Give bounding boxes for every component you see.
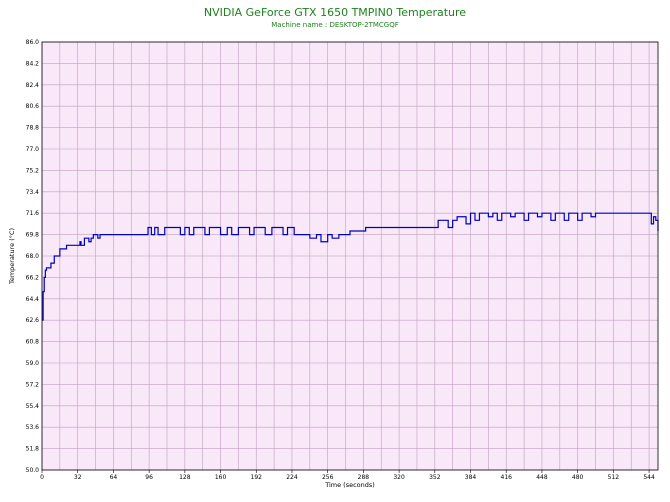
chart-subtitle: Machine name : DESKTOP-2TMCGQF xyxy=(271,21,399,29)
y-tick-label: 57.2 xyxy=(26,381,40,388)
x-tick-label: 224 xyxy=(286,474,298,481)
x-axis-label: Time (seconds) xyxy=(324,481,375,489)
x-tick-label: 416 xyxy=(501,474,513,481)
x-tick-label: 96 xyxy=(145,474,153,481)
y-tick-label: 55.4 xyxy=(26,403,40,410)
x-tick-label: 160 xyxy=(215,474,227,481)
x-tick-label: 320 xyxy=(393,474,405,481)
y-tick-label: 71.6 xyxy=(26,210,40,217)
x-tick-label: 32 xyxy=(74,474,82,481)
x-tick-label: 256 xyxy=(322,474,334,481)
y-tick-label: 68.0 xyxy=(26,253,40,260)
x-tick-label: 128 xyxy=(179,474,191,481)
x-tick-label: 0 xyxy=(40,474,44,481)
y-tick-label: 60.8 xyxy=(26,339,40,346)
y-tick-label: 80.6 xyxy=(26,103,40,110)
x-tick-label: 352 xyxy=(429,474,441,481)
y-tick-label: 69.8 xyxy=(26,232,40,239)
y-tick-label: 51.8 xyxy=(26,446,40,453)
temperature-series-line xyxy=(42,212,659,321)
x-tick-label: 448 xyxy=(536,474,548,481)
x-tick-label: 480 xyxy=(572,474,584,481)
x-tick-label: 64 xyxy=(110,474,118,481)
x-tick-label: 192 xyxy=(251,474,263,481)
y-tick-label: 75.2 xyxy=(26,167,40,174)
x-tick-label: 288 xyxy=(358,474,370,481)
x-tick-label: 512 xyxy=(608,474,620,481)
x-tick-label: 384 xyxy=(465,474,477,481)
y-tick-label: 73.4 xyxy=(26,189,40,196)
y-tick-label: 82.4 xyxy=(26,82,40,89)
x-tick-label: 544 xyxy=(643,474,655,481)
y-tick-label: 84.2 xyxy=(26,60,40,67)
y-tick-label: 50.0 xyxy=(26,467,40,474)
y-tick-label: 53.6 xyxy=(26,424,40,431)
grid-lines xyxy=(41,41,658,471)
y-axis-label: Temperature (°C) xyxy=(8,228,16,285)
y-tick-label: 62.6 xyxy=(26,317,40,324)
y-tick-label: 78.8 xyxy=(26,125,40,132)
y-axis-ticks: 50.0 51.8 53.6 55.4 57.2 59.0 60.8 62.6 64.4 66.2… xyxy=(26,39,40,474)
y-tick-label: 66.2 xyxy=(26,274,40,281)
x-axis-ticks: 0 32 64 96 128 160 192 224 256 288 320 352 384 416 448… xyxy=(40,470,655,481)
y-tick-label: 64.4 xyxy=(26,296,40,303)
y-tick-label: 59.0 xyxy=(26,360,40,367)
y-tick-label: 86.0 xyxy=(26,39,40,46)
y-tick-label: 77.0 xyxy=(26,146,40,153)
plot-border xyxy=(41,41,659,471)
chart-title: NVIDIA GeForce GTX 1650 TMPIN0 Temperatu… xyxy=(203,6,467,19)
